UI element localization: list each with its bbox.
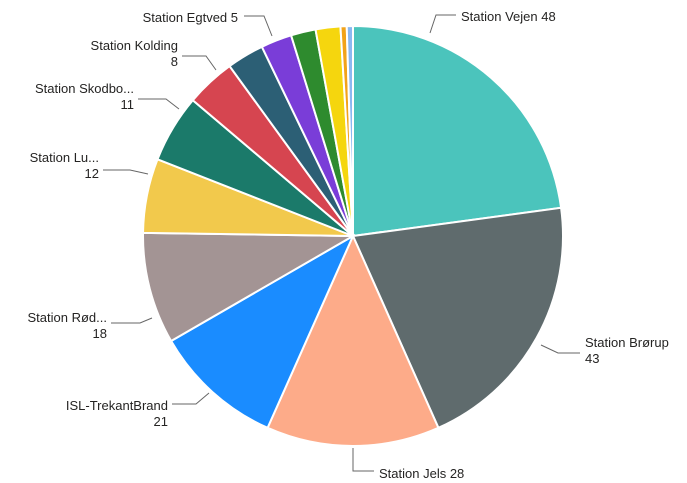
slice-label-isl-trekantbrand: ISL-TrekantBrand xyxy=(66,398,168,413)
slice-label-station-egtved: Station Egtved 5 xyxy=(143,10,238,25)
slice-label-station-lu: Station Lu... xyxy=(30,150,99,165)
slice-value-station-br-rup: 43 xyxy=(585,351,599,366)
leader-line-station-vejen xyxy=(429,14,456,34)
slice-label-station-kolding: Station Kolding xyxy=(91,38,178,53)
pie-slice-station-r-d[interactable] xyxy=(142,231,357,343)
leader-line-station-r-d xyxy=(111,317,153,324)
slice-label-station-jels: Station Jels 28 xyxy=(379,466,464,481)
pie-slice-isl-trekantbrand[interactable] xyxy=(169,233,356,430)
leader-line-station-skodbo xyxy=(138,98,180,110)
slice-label-station-br-rup: Station Brørup xyxy=(585,335,669,350)
slice-value-station-kolding: 8 xyxy=(171,54,178,69)
pie-slice-station-vejen[interactable] xyxy=(352,24,563,238)
leader-line-station-egtved xyxy=(244,15,273,37)
leader-line-station-lu xyxy=(103,169,149,175)
slice-label-station-vejen: Station Vejen 48 xyxy=(461,9,556,24)
slice-value-station-skodbo: 11 xyxy=(121,97,135,112)
leader-line-station-kolding xyxy=(182,55,217,71)
leader-line-station-br-rup xyxy=(540,344,580,354)
slice-label-station-r-d: Station Rød... xyxy=(28,310,107,325)
slices-layer xyxy=(142,24,564,447)
slice-label-station-skodbo: Station Skodbo... xyxy=(35,81,134,96)
slice-value-station-lu: 12 xyxy=(85,166,99,181)
leader-line-isl-trekantbrand xyxy=(172,392,210,405)
pie-slice-station-jels[interactable] xyxy=(266,233,440,447)
pie-slice-station-br-rup[interactable] xyxy=(351,206,564,430)
leader-line-station-jels xyxy=(352,448,374,472)
leader-lines-layer xyxy=(103,14,580,472)
slice-value-station-r-d: 18 xyxy=(93,326,107,341)
slice-value-isl-trekantbrand: 21 xyxy=(154,414,168,429)
pie-slice-slice-14[interactable] xyxy=(345,24,354,237)
